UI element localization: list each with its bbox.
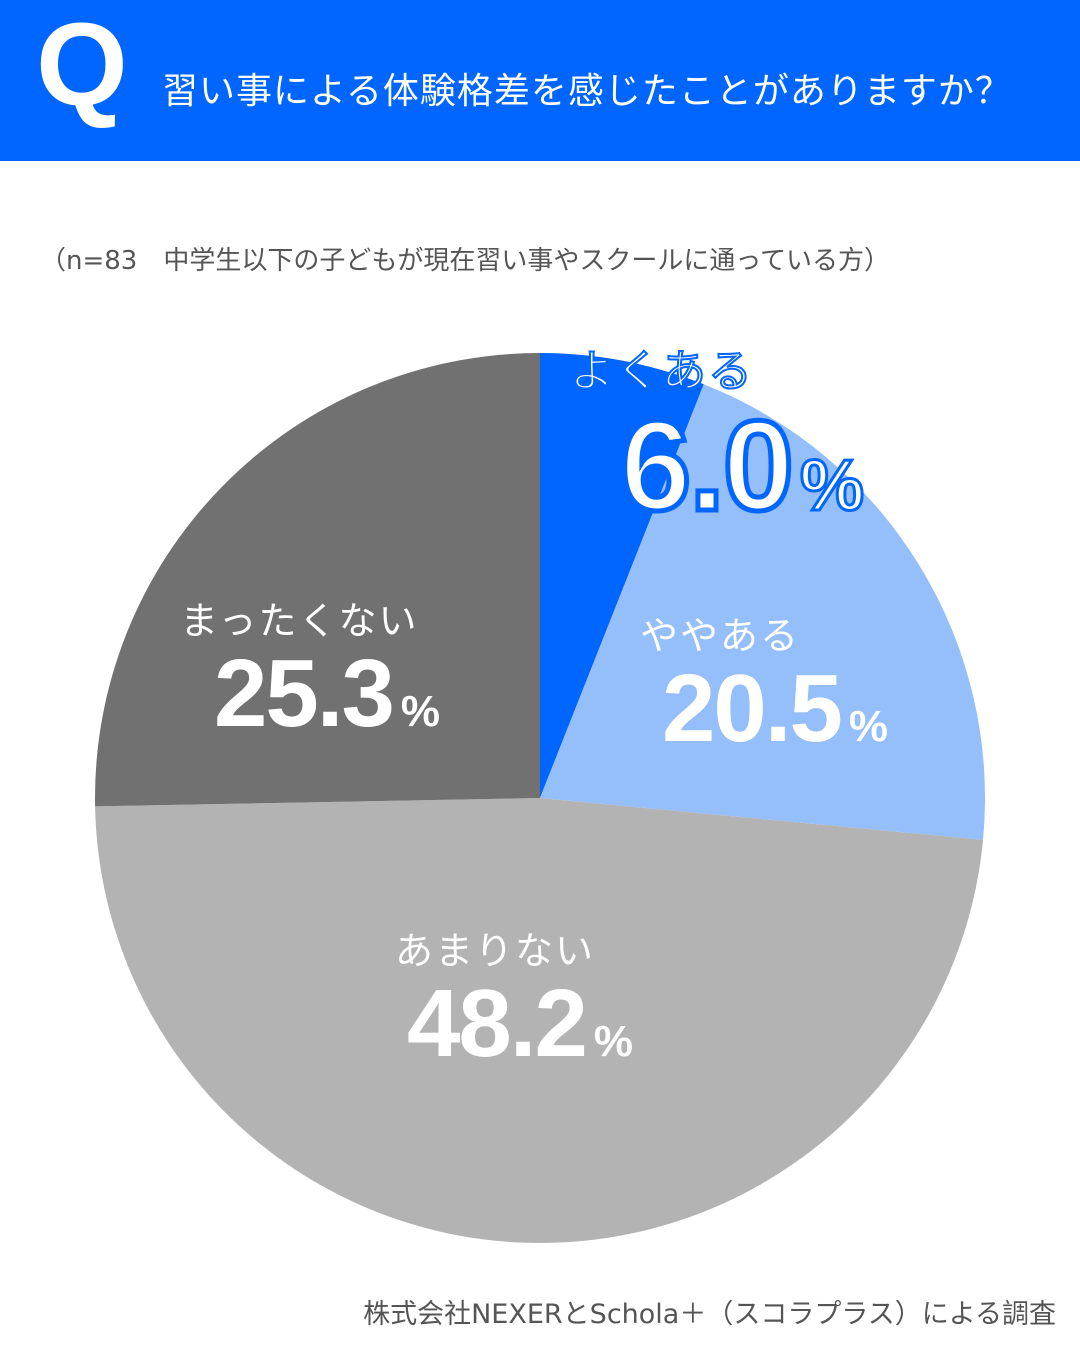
label-amari-nai: あまりない 48.2% <box>395 920 633 1079</box>
label-yaya-aru: ややある 20.5% <box>640 605 888 764</box>
pie-slice-3 <box>95 353 540 807</box>
label-value: 25.3 <box>214 640 395 747</box>
label-percent: % <box>593 1017 633 1066</box>
sample-note: （n=83 中学生以下の子どもが現在習い事やスクールに通っている方） <box>40 246 891 276</box>
source-credit: 株式会社NEXERとSchola＋（スコラプラス）による調査 <box>363 1299 1056 1330</box>
label-name: まったくない <box>180 599 419 643</box>
label-mattaku-nai: まったくない 25.3% <box>180 590 440 749</box>
label-value: 48.2 <box>407 970 588 1077</box>
pie-slice-0 <box>540 353 704 798</box>
label-percent: % <box>798 445 865 528</box>
label-value: 6.0 <box>618 393 797 541</box>
q-letter: Q <box>36 0 128 131</box>
label-percent: % <box>400 687 440 736</box>
question-banner <box>0 0 1080 161</box>
pie-slice-2 <box>95 798 984 1243</box>
label-yoku-aru: よくある 6.0% <box>569 335 865 541</box>
label-name: よくある <box>569 345 754 398</box>
label-value: 20.5 <box>662 655 843 762</box>
pie-slice-1 <box>540 384 986 840</box>
label-name: ややある <box>640 614 801 658</box>
question-text: 習い事による体験格差を感じたことがありますか？ <box>162 71 1012 112</box>
label-name: あまりない <box>395 929 596 973</box>
label-percent: % <box>848 702 888 751</box>
